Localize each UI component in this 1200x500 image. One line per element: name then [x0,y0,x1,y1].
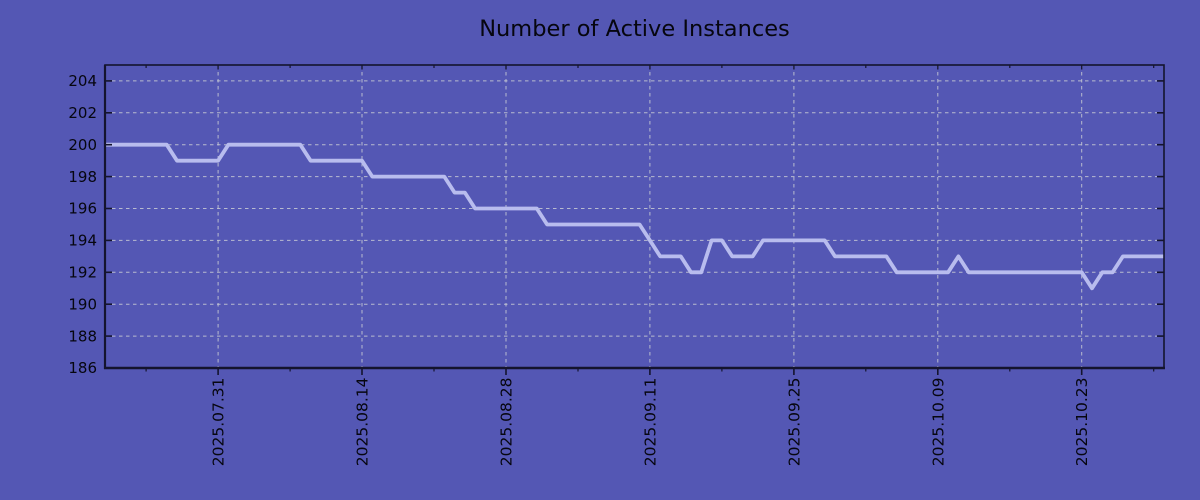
plot-border [104,64,1165,369]
y-tick-label: 194 [68,232,97,250]
series-line-active-instances [105,142,1164,291]
y-tick-label: 188 [68,327,97,345]
x-tick-label: 2025.07.31 [210,378,228,467]
x-tick-label: 2025.10.23 [1073,378,1091,467]
y-tick-label: 202 [68,104,97,122]
y-tick-label: 186 [68,359,97,377]
chart-title: Number of Active Instances [479,16,790,42]
y-tick-label: 204 [68,72,97,90]
y-tick-label: 200 [68,136,97,154]
y-tick-label: 198 [68,168,97,186]
x-tick-label: 2025.09.25 [785,378,803,467]
y-tick-label: 190 [68,295,97,313]
x-tick-label: 2025.08.28 [498,378,516,467]
y-tick-label: 192 [68,264,97,282]
x-tick-label: 2025.08.14 [354,378,372,467]
x-tick-label: 2025.09.11 [641,378,659,467]
x-tick-label: 2025.10.09 [929,378,947,467]
y-tick-label: 196 [68,200,97,218]
